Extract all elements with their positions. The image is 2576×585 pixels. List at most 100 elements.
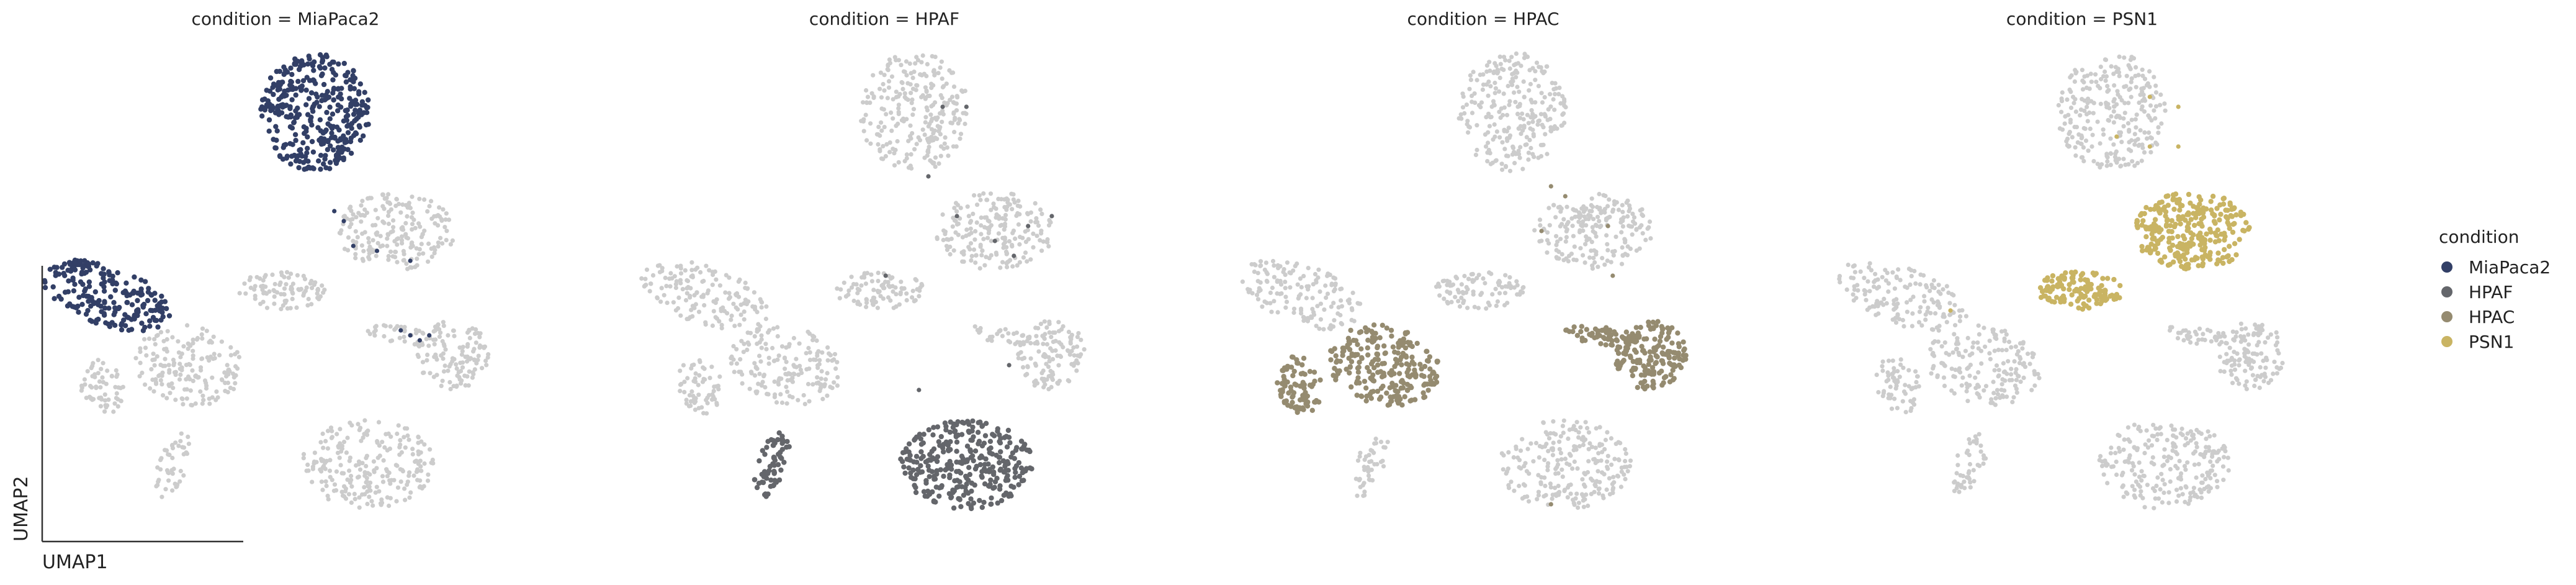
scatter-point — [972, 482, 977, 488]
scatter-point — [1270, 285, 1275, 291]
scatter-point — [1362, 457, 1367, 462]
scatter-point — [1605, 453, 1610, 458]
scatter-point — [386, 209, 392, 214]
scatter-point — [1630, 232, 1635, 237]
scatter-point — [86, 284, 92, 289]
scatter-point — [417, 247, 422, 252]
scatter-point — [388, 249, 393, 254]
scatter-point — [1591, 255, 1596, 260]
scatter-point — [910, 288, 915, 294]
scatter-point — [442, 363, 447, 368]
scatter-point — [348, 86, 353, 92]
scatter-point — [912, 70, 917, 75]
scatter-point — [1633, 338, 1640, 344]
scatter-point — [167, 452, 172, 458]
scatter-point — [2118, 164, 2123, 169]
scatter-point — [403, 445, 408, 450]
scatter-point — [410, 240, 415, 245]
scatter-point — [2119, 140, 2124, 145]
scatter-point — [1049, 335, 1054, 340]
scatter-point — [366, 240, 372, 245]
scatter-point — [738, 302, 743, 307]
scatter-point — [737, 277, 742, 282]
scatter-point — [1357, 380, 1362, 386]
scatter-point — [349, 484, 354, 489]
scatter-point — [1296, 294, 1301, 299]
scatter-point — [2153, 116, 2158, 121]
scatter-point — [2156, 125, 2161, 130]
scatter-point — [1595, 469, 1600, 474]
scatter-point — [958, 132, 964, 137]
scatter-point — [1490, 292, 1495, 297]
scatter-point — [1284, 299, 1290, 304]
scatter-point — [416, 221, 421, 226]
scatter-point — [352, 491, 357, 497]
scatter-point — [426, 472, 431, 477]
scatter-point — [1596, 491, 1602, 496]
scatter-point — [684, 291, 689, 296]
scatter-point — [1445, 278, 1450, 283]
scatter-point — [1381, 464, 1386, 469]
scatter-point — [973, 260, 978, 265]
scatter-point — [2087, 110, 2092, 116]
scatter-point — [2117, 73, 2122, 78]
scatter-point — [1550, 496, 1555, 501]
scatter-point — [1639, 223, 1644, 228]
scatter-point — [2153, 104, 2159, 109]
scatter-point — [1038, 207, 1043, 212]
scatter-point — [701, 365, 706, 370]
scatter-point — [963, 88, 967, 93]
scatter-point — [152, 337, 157, 342]
scatter-point — [2132, 142, 2137, 147]
scatter-point — [1602, 210, 1607, 215]
scatter-point — [1595, 214, 1600, 219]
scatter-point — [2070, 135, 2075, 140]
scatter-point — [930, 489, 935, 495]
scatter-point — [1642, 365, 1648, 371]
scatter-point — [773, 392, 778, 397]
scatter-point — [1633, 325, 1639, 330]
scatter-point — [367, 472, 372, 477]
scatter-point — [413, 459, 418, 465]
scatter-point — [2229, 257, 2235, 263]
scatter-point — [253, 284, 258, 289]
scatter-point — [2065, 143, 2070, 148]
scatter-point — [360, 199, 365, 204]
scatter-point — [1493, 286, 1498, 291]
scatter-point — [353, 240, 358, 245]
scatter-point — [909, 91, 913, 96]
scatter-point — [889, 129, 894, 134]
scatter-point — [1016, 473, 1023, 479]
scatter-point — [167, 370, 172, 375]
scatter-point — [929, 448, 935, 454]
scatter-point — [1551, 97, 1556, 102]
scatter-point — [1399, 342, 1405, 348]
scatter-point — [989, 451, 995, 457]
scatter-point — [352, 107, 358, 113]
scatter-point — [264, 88, 269, 93]
scatter-point — [1375, 461, 1380, 467]
scatter-point — [2089, 144, 2094, 149]
scatter-point — [1290, 399, 1295, 406]
scatter-point — [1027, 334, 1032, 340]
scatter-point — [2179, 263, 2184, 270]
scatter-point — [1671, 376, 1677, 381]
scatter-point — [1545, 250, 1550, 255]
scatter-point — [278, 280, 283, 285]
scatter-point — [179, 351, 184, 356]
scatter-point — [659, 286, 664, 291]
scatter-point — [410, 451, 415, 457]
scatter-point — [1453, 274, 1458, 279]
scatter-point — [362, 485, 367, 490]
scatter-point — [977, 419, 983, 425]
scatter-point — [406, 437, 411, 442]
scatter-point — [931, 131, 936, 136]
scatter-point — [380, 440, 385, 445]
scatter-point — [1550, 492, 1555, 497]
scatter-point — [345, 477, 350, 483]
scatter-point — [1666, 335, 1671, 340]
scatter-point — [1464, 102, 1469, 107]
scatter-point — [402, 328, 407, 333]
scatter-point — [426, 343, 431, 348]
scatter-point — [2099, 76, 2104, 82]
